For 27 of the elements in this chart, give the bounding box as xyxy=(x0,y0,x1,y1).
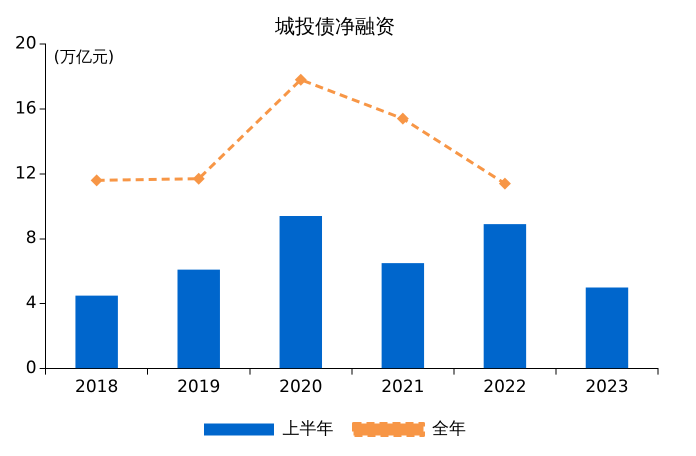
y-tick-label: 0 xyxy=(26,358,37,378)
y-axis-title: (万亿元) xyxy=(54,47,114,66)
legend-label: 全年 xyxy=(432,418,466,439)
point xyxy=(192,172,205,185)
bar xyxy=(484,224,526,368)
x-tick-label: 2021 xyxy=(381,377,424,398)
x-tick-label: 2018 xyxy=(75,377,118,398)
y-tick-label: 20 xyxy=(14,33,37,54)
point xyxy=(294,74,307,86)
y-tick-label: 12 xyxy=(14,163,37,184)
bar xyxy=(75,296,118,368)
x-tick-label: 2022 xyxy=(483,377,527,398)
bar xyxy=(586,287,628,368)
point xyxy=(90,174,103,186)
y-tick-label: 16 xyxy=(14,98,37,118)
bar xyxy=(280,216,322,368)
bar xyxy=(177,270,220,368)
chart-title: 城投债净融资 xyxy=(274,14,395,38)
legend-label: 上半年 xyxy=(282,418,334,439)
x-tick-label: 2020 xyxy=(279,377,322,398)
point xyxy=(498,178,511,190)
point xyxy=(396,112,409,125)
y-tick-label: 4 xyxy=(26,293,37,314)
y-tick-label: 8 xyxy=(26,228,37,248)
bar xyxy=(382,263,424,368)
x-tick-label: 2023 xyxy=(585,377,629,398)
x-tick-label: 2019 xyxy=(177,377,220,398)
